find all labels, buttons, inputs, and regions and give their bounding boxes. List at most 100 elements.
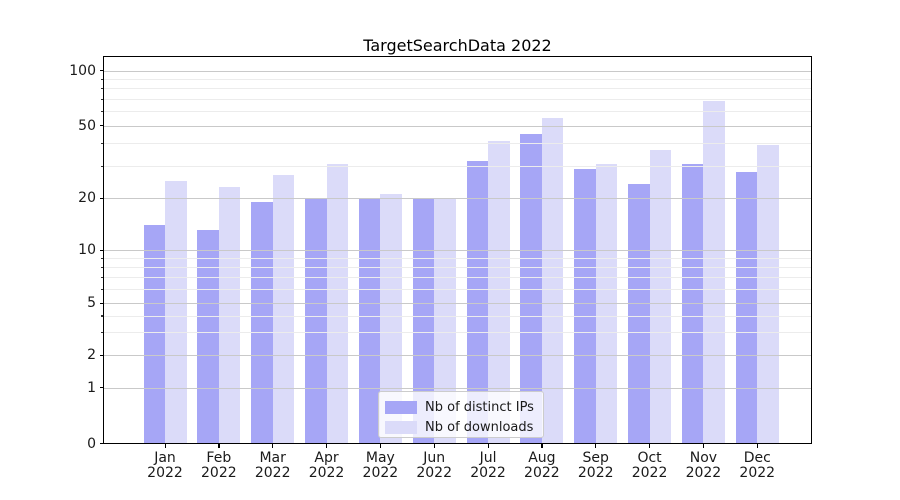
bar-nb-of-distinct-ips-jun [412, 198, 435, 444]
legend-swatch-nb-of-distinct-ips [385, 400, 417, 414]
legend-label-nb-of-distinct-ips: Nb of distinct IPs [425, 399, 534, 415]
y-minor-gridline-3 [103, 332, 811, 334]
bar-nb-of-distinct-ips-may [358, 198, 381, 444]
bar-nb-of-distinct-ips-oct [628, 183, 650, 444]
y-minor-tick-3 [101, 331, 104, 333]
y-minor-gridline-90 [103, 79, 811, 81]
bar-nb-of-distinct-ips-jul [466, 161, 489, 444]
x-tick-label-apr: Apr 2022 [308, 450, 345, 481]
x-tick-feb [218, 443, 220, 448]
y-minor-tick-9 [101, 257, 104, 259]
y-minor-gridline-7 [103, 277, 811, 279]
y-gridline-10 [103, 250, 811, 251]
bar-nb-of-distinct-ips-sep [574, 168, 596, 444]
x-tick-label-jul: Jul 2022 [470, 450, 506, 481]
y-minor-gridline-60 [103, 111, 811, 113]
x-tick-mar [272, 443, 274, 448]
x-tick-label-feb: Feb 2022 [201, 450, 237, 481]
bar-nb-of-distinct-ips-feb [197, 230, 219, 444]
y-minor-tick-4 [101, 315, 104, 317]
y-minor-tick-40 [101, 142, 104, 145]
y-gridline-1 [103, 387, 811, 389]
y-minor-gridline-30 [103, 166, 811, 168]
y-tick-label-5: 5 [87, 295, 96, 312]
bar-nb-of-downloads-nov [703, 101, 725, 444]
y-minor-tick-6 [101, 288, 104, 290]
x-tick-label-mar: Mar 2022 [254, 450, 291, 481]
x-tick-jan [164, 443, 166, 448]
chart-title: TargetSearchData 2022 [363, 36, 552, 55]
y-minor-tick-90 [101, 78, 104, 80]
bar-nb-of-downloads-may [380, 194, 402, 444]
x-tick-label-jun: Jun 2022 [416, 450, 452, 481]
y-tick-10 [99, 249, 104, 251]
bar-nb-of-downloads-jul [488, 141, 510, 444]
bar-nb-of-downloads-jan [165, 180, 187, 444]
x-tick-jun [433, 443, 435, 448]
legend-item-nb-of-downloads: Nb of downloads [385, 418, 535, 436]
y-tick-100 [99, 70, 104, 72]
bar-nb-of-downloads-mar [272, 174, 295, 444]
y-tick-label-2: 2 [87, 347, 96, 363]
bar-nb-of-downloads-jun [434, 198, 456, 444]
bar-nb-of-downloads-oct [649, 149, 672, 444]
legend: Nb of distinct IPs Nb of downloads [378, 391, 544, 438]
y-tick-20 [99, 197, 104, 199]
y-tick-label-10: 10 [78, 242, 96, 258]
y-minor-gridline-70 [103, 99, 811, 100]
x-tick-jul [487, 443, 489, 448]
y-minor-gridline-9 [103, 258, 811, 260]
plot-area [103, 56, 811, 444]
y-minor-gridline-80 [103, 88, 811, 90]
x-tick-sep [595, 443, 597, 448]
y-gridline-50 [103, 125, 811, 127]
bar-nb-of-downloads-dec [757, 145, 779, 444]
y-tick-50 [99, 125, 104, 127]
bar-nb-of-distinct-ips-apr [305, 198, 327, 444]
y-minor-tick-70 [101, 98, 104, 100]
bar-nb-of-downloads-feb [218, 187, 241, 444]
bar-nb-of-distinct-ips-dec [735, 171, 758, 444]
x-tick-label-dec: Dec 2022 [739, 450, 776, 481]
y-minor-gridline-40 [103, 143, 811, 145]
x-tick-label-sep: Sep 2022 [577, 450, 614, 481]
x-tick-label-nov: Nov 2022 [685, 450, 722, 481]
y-tick-0 [99, 443, 104, 445]
x-tick-aug [541, 443, 543, 448]
y-tick-label-20: 20 [78, 190, 96, 207]
y-minor-gridline-6 [103, 289, 811, 291]
y-gridline-20 [103, 198, 811, 200]
legend-label-nb-of-downloads: Nb of downloads [425, 419, 534, 435]
bar-nb-of-downloads-aug [541, 118, 564, 444]
x-tick-label-jan: Jan 2022 [147, 450, 183, 481]
y-minor-gridline-8 [103, 267, 811, 269]
bar-nb-of-distinct-ips-jan [143, 224, 165, 444]
y-tick-label-100: 100 [69, 62, 96, 79]
legend-item-nb-of-distinct-ips: Nb of distinct IPs [385, 398, 535, 416]
y-gridline-100 [103, 70, 811, 72]
y-tick-5 [99, 302, 104, 304]
y-minor-tick-8 [101, 266, 104, 268]
y-minor-tick-30 [101, 165, 104, 167]
y-tick-1 [99, 387, 104, 389]
legend-swatch-nb-of-downloads [385, 420, 417, 434]
x-tick-oct [649, 443, 651, 448]
x-tick-label-may: May 2022 [362, 450, 399, 481]
y-minor-tick-7 [101, 276, 104, 279]
y-minor-tick-80 [101, 87, 104, 90]
y-gridline-5 [103, 303, 811, 305]
x-tick-label-aug: Aug 2022 [524, 450, 560, 481]
y-tick-2 [99, 354, 104, 356]
bar-nb-of-distinct-ips-aug [520, 134, 542, 444]
x-tick-apr [326, 443, 328, 448]
y-gridline-2 [103, 355, 811, 356]
y-minor-gridline-4 [103, 315, 811, 317]
y-tick-label-0: 0 [87, 435, 96, 452]
y-minor-tick-60 [101, 110, 104, 112]
y-tick-label-1: 1 [87, 379, 96, 396]
y-tick-label-50: 50 [78, 117, 96, 134]
x-tick-nov [702, 443, 705, 448]
x-tick-dec [756, 443, 758, 448]
x-tick-may [379, 443, 382, 448]
